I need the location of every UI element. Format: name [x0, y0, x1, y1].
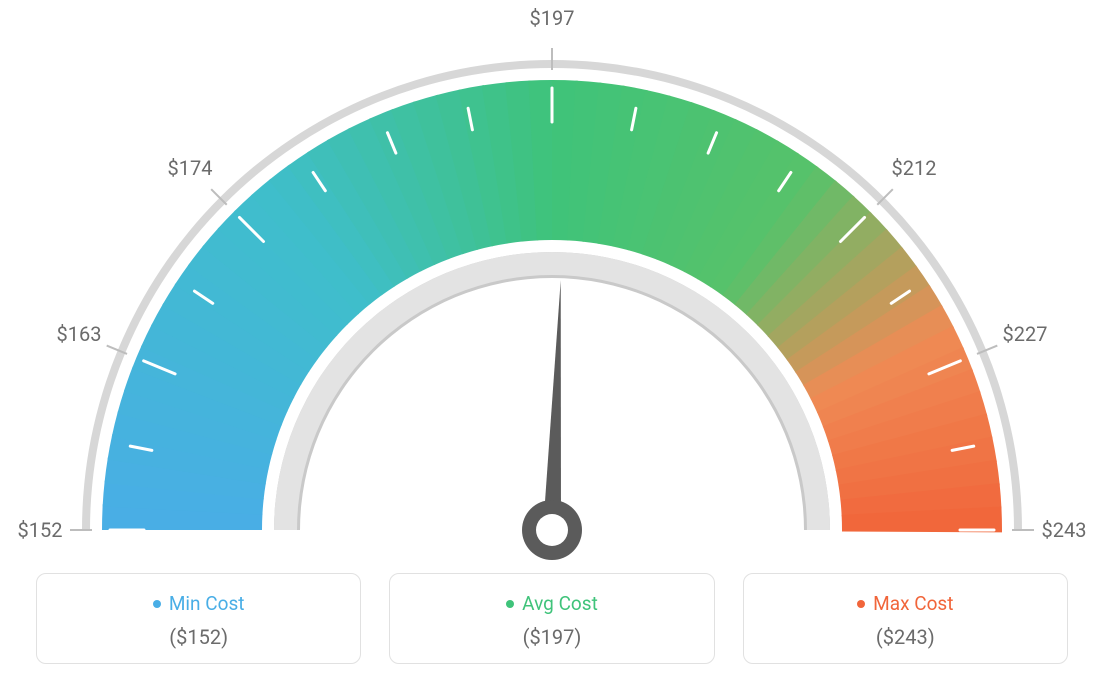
gauge-tick-label: $227	[1003, 322, 1048, 346]
gauge-tick-label: $174	[167, 156, 212, 180]
summary-cards: Min Cost ($152) Avg Cost ($197) Max Cost…	[36, 573, 1068, 664]
min-cost-dot	[153, 600, 161, 608]
min-cost-label: Min Cost	[169, 592, 245, 615]
min-cost-card: Min Cost ($152)	[36, 573, 361, 664]
max-cost-label-row: Max Cost	[754, 592, 1057, 615]
gauge-tick-label: $163	[56, 322, 101, 346]
max-cost-label: Max Cost	[873, 592, 953, 615]
gauge-tick-label: $152	[18, 518, 63, 542]
avg-cost-label-row: Avg Cost	[400, 592, 703, 615]
max-cost-card: Max Cost ($243)	[743, 573, 1068, 664]
gauge-tick-label: $212	[892, 156, 937, 180]
gauge-container: $152 $163 $174 $197 $212 $227 $243	[0, 0, 1104, 560]
min-cost-value: ($152)	[47, 625, 350, 649]
avg-cost-value: ($197)	[400, 625, 703, 649]
avg-cost-label: Avg Cost	[522, 592, 598, 615]
gauge-tick-label: $243	[1042, 518, 1087, 542]
max-cost-dot	[857, 600, 865, 608]
avg-cost-card: Avg Cost ($197)	[389, 573, 714, 664]
gauge-tick-label: $197	[530, 6, 575, 30]
min-cost-label-row: Min Cost	[47, 592, 350, 615]
max-cost-value: ($243)	[754, 625, 1057, 649]
gauge-svg	[0, 20, 1104, 580]
avg-cost-dot	[506, 600, 514, 608]
